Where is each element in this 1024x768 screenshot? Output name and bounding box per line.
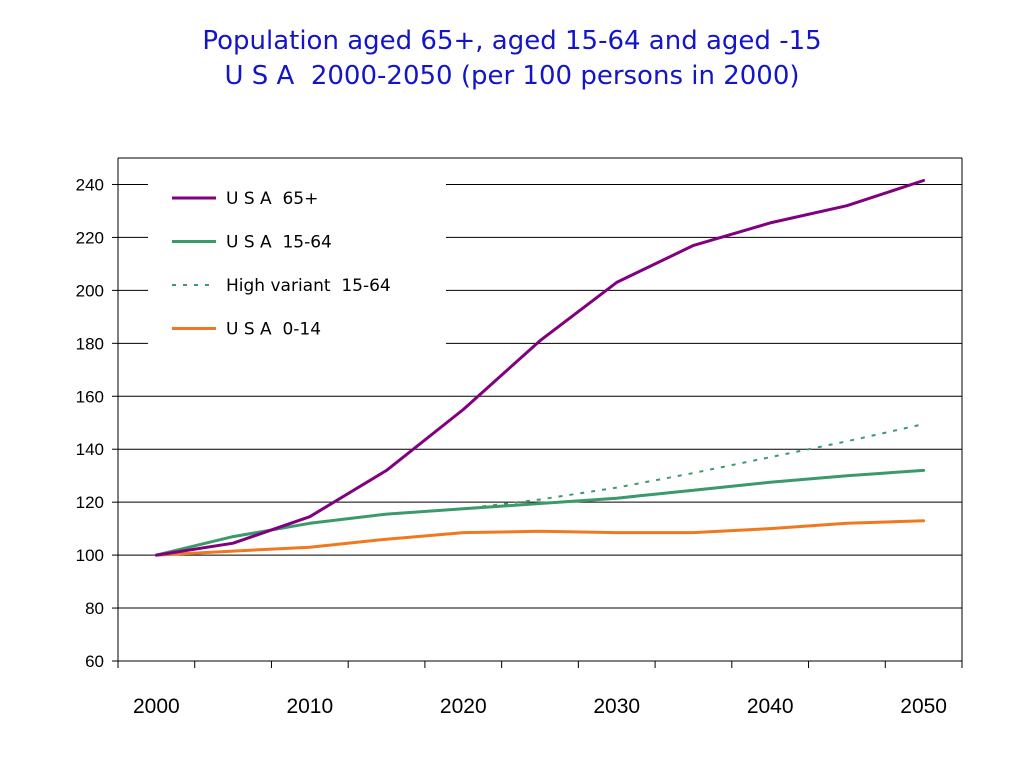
x-tick-label-2000: 2000 bbox=[133, 695, 180, 718]
legend: U S A 65+ U S A 15-64 High variant 15-64 U … bbox=[172, 189, 391, 340]
x-tick-label-2010: 2010 bbox=[286, 695, 333, 718]
x-tick-label-2030: 2030 bbox=[593, 695, 640, 718]
x-tick-label-2050: 2050 bbox=[900, 695, 947, 718]
y-tick-label-120: 120 bbox=[76, 493, 104, 512]
series-line-2 bbox=[156, 423, 924, 557]
y-tick-label-80: 80 bbox=[85, 599, 104, 618]
legend-label-0: U S A 65+ bbox=[226, 189, 318, 209]
axes: 60 80 100 120 140 160 180 200 220 240 2000 2010 2020… bbox=[76, 157, 963, 718]
y-tick-label-240: 240 bbox=[76, 175, 104, 194]
y-tick-label-60: 60 bbox=[85, 652, 104, 671]
legend-label-1: U S A 15-64 bbox=[226, 233, 332, 253]
y-tick-label-100: 100 bbox=[76, 546, 104, 565]
chart-title: Population aged 65+, aged 15-64 and aged… bbox=[0, 24, 1024, 94]
y-tick-label-140: 140 bbox=[76, 440, 104, 459]
y-tick-label-200: 200 bbox=[76, 281, 104, 300]
chart-title-line-2: U S A 2000-2050 (per 100 persons in 2000… bbox=[224, 61, 800, 91]
x-tick-label-2040: 2040 bbox=[747, 695, 794, 718]
y-tick-label-180: 180 bbox=[76, 334, 104, 353]
series-line-3 bbox=[154, 519, 926, 557]
series-line-0 bbox=[154, 179, 926, 557]
chart-title-line-1: Population aged 65+, aged 15-64 and aged… bbox=[202, 26, 822, 56]
gridlines bbox=[118, 183, 962, 609]
x-tick-label-2020: 2020 bbox=[440, 695, 487, 718]
y-tick-label-220: 220 bbox=[76, 228, 104, 247]
legend-label-3: U S A 0-14 bbox=[226, 320, 321, 340]
legend-label-2: High variant 15-64 bbox=[226, 276, 391, 296]
y-tick-label-160: 160 bbox=[76, 387, 104, 406]
series-line-1 bbox=[154, 468, 926, 557]
series-lines bbox=[154, 179, 926, 557]
